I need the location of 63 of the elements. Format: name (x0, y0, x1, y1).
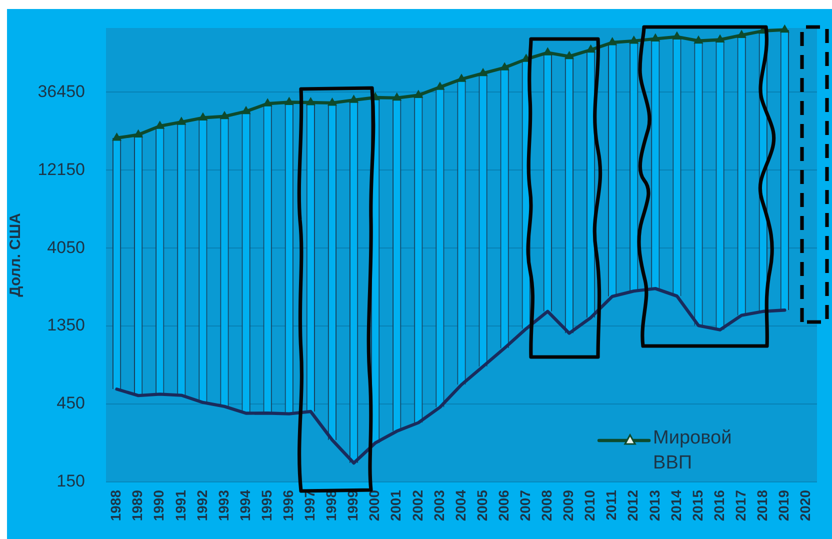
y-tick-label: 450 (56, 394, 85, 413)
point (780, 24, 790, 33)
x-tick-label: 1988 (108, 490, 124, 522)
point (500, 62, 509, 70)
x-tick-label: 1992 (194, 490, 210, 522)
point (414, 90, 423, 98)
point (177, 117, 186, 125)
point (586, 44, 596, 53)
x-tick-label: 2018 (754, 490, 770, 522)
x-tick-label: 1996 (280, 490, 296, 522)
x-tick-label: 1993 (215, 490, 232, 522)
point (220, 111, 229, 120)
x-tick-label: 2007 (516, 490, 533, 522)
x-tick-label: 2020 (797, 490, 814, 522)
x-tick-label: 2009 (560, 490, 576, 522)
point (198, 112, 208, 121)
point (716, 34, 724, 42)
x-tick-label: 2003 (430, 490, 447, 522)
point (392, 92, 402, 101)
x-tick-label: 1995 (258, 490, 274, 522)
point (478, 68, 488, 76)
x-tick-label: 2006 (495, 490, 512, 522)
point (328, 98, 337, 106)
point (284, 97, 294, 106)
x-tick-label: 2011 (603, 490, 620, 520)
x-tick-label: 2016 (710, 490, 727, 522)
x-tick-label: 2015 (689, 490, 706, 522)
point (672, 32, 682, 40)
x-tick-label: 2010 (582, 490, 598, 522)
point (112, 133, 122, 141)
x-tick-label: 2017 (732, 490, 748, 522)
x-tick-label: 2001 (388, 490, 404, 522)
x-tick-label: 2008 (538, 490, 555, 522)
x-tick-label: 2002 (409, 490, 426, 522)
x-tick-label: 2000 (366, 490, 382, 522)
x-tick-label: 1997 (302, 490, 318, 522)
point (737, 30, 746, 38)
x-tick-label: 2014 (668, 490, 684, 522)
x-tick-label: 1989 (129, 490, 146, 522)
point (134, 130, 143, 138)
x-tick-label: 1991 (172, 490, 188, 522)
point (564, 51, 574, 60)
x-tick-label: 2019 (776, 490, 792, 522)
y-tick-label: 36450 (38, 82, 85, 101)
point (349, 95, 358, 103)
point (242, 106, 250, 114)
point (651, 34, 660, 42)
x-tick-label: 2005 (474, 490, 490, 522)
x-tick-label: 1990 (150, 490, 167, 522)
x-tick-label: 2004 (452, 490, 468, 522)
y-tick-label: 150 (56, 472, 85, 491)
y-tick-label: 1350 (47, 316, 85, 335)
y-tick-label: 12150 (38, 160, 85, 179)
point (629, 36, 638, 44)
x-tick-label: 1994 (236, 490, 253, 522)
point (306, 98, 316, 106)
y-tick-label: 4050 (47, 238, 85, 257)
x-tick-label: 2012 (624, 490, 641, 522)
y-axis-title: Долл. США (7, 212, 24, 297)
x-tick-label: 2013 (646, 490, 662, 522)
point (694, 36, 703, 44)
point (543, 48, 552, 56)
legend-label: Мировой ВВП (653, 428, 732, 474)
